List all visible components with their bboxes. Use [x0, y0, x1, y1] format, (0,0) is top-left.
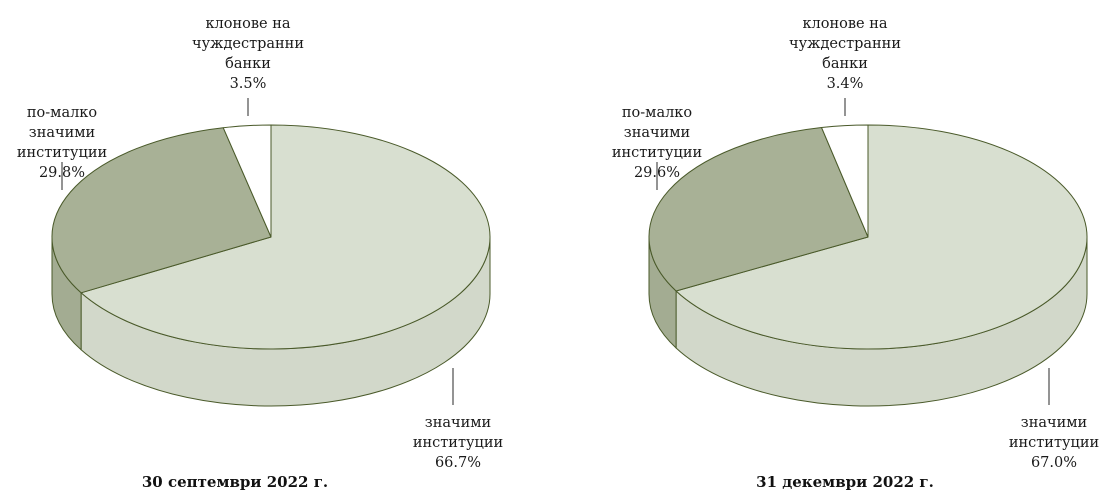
pie-2-slices [648, 124, 1088, 407]
pie-2-value-significant: 67.0% [1031, 455, 1077, 471]
pie-1-label-branches: клонове на чуждестранни банки 3.5% [192, 16, 304, 116]
pie-2-label-branches-line1: клонове на [802, 16, 887, 32]
pie-1-label-less-significant: по-малко значими институции 29.8% [17, 105, 107, 190]
pie-2-label-significant-line1: значими [1021, 415, 1087, 431]
pie-1-title: 30 септември 2022 г. [142, 473, 328, 491]
pie-chart-1: значими институции 66.7% по-малко значим… [17, 16, 503, 491]
pie-1-label-significant-line2: институции [413, 435, 503, 451]
pie-2-label-less-line2: значими [624, 125, 690, 141]
pie-2-label-significant: значими институции 67.0% [1009, 368, 1099, 471]
pie-1-slice-less [51, 127, 272, 294]
pie-1-slices [51, 124, 491, 407]
pie-2-label-branches-line2: чуждестранни [789, 36, 901, 52]
pie-1-label-branches-line2: чуждестранни [192, 36, 304, 52]
pie-1-label-less-line3: институции [17, 145, 107, 161]
pie-1-value-significant: 66.7% [435, 455, 481, 471]
pie-1-slice-significant [80, 124, 491, 350]
pie-1-label-significant: значими институции 66.7% [413, 368, 503, 471]
pie-2-label-less-line3: институции [612, 145, 702, 161]
pie-1-label-less-line1: по-малко [27, 105, 97, 121]
pie-2-value-branches: 3.4% [827, 76, 864, 92]
pie-2-label-significant-line2: институции [1009, 435, 1099, 451]
pie-2-slice-less [648, 127, 869, 292]
pie-2-label-branches-line3: банки [822, 56, 868, 72]
pie-2-label-less-significant: по-малко значими институции 29.6% [612, 105, 702, 190]
pie-chart-2: значими институции 67.0% по-малко значим… [612, 16, 1099, 491]
pie-2-slice-branches [821, 124, 869, 238]
pie-2-title: 31 декември 2022 г. [756, 473, 934, 491]
pie-2-label-less-line1: по-малко [622, 105, 692, 121]
pie-1-label-branches-line1: клонове на [205, 16, 290, 32]
pie-2-slice-significant [675, 124, 1088, 350]
pie-1-label-significant-line1: значими [425, 415, 491, 431]
pie-1-label-branches-line3: банки [225, 56, 271, 72]
pie-2-label-branches: клонове на чуждестранни банки 3.4% [789, 16, 901, 116]
pie-1-value-branches: 3.5% [230, 76, 267, 92]
pie-1-label-less-line2: значими [29, 125, 95, 141]
pie-1-slice-branches [222, 124, 272, 238]
